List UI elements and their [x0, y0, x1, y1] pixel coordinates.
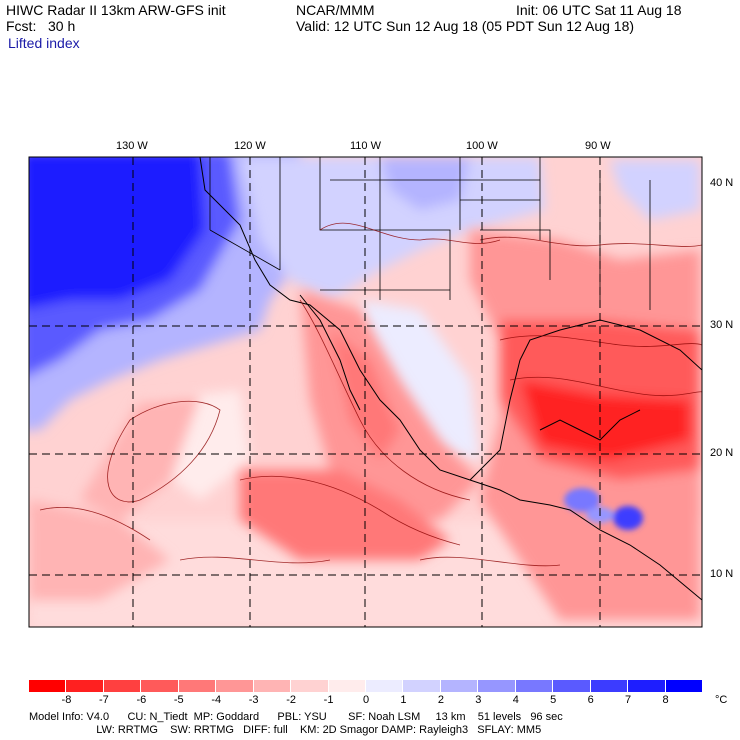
colorbar-swatch — [553, 680, 591, 692]
forecast-hour: Fcst: 30 h — [6, 18, 76, 34]
contour-lines — [39, 222, 702, 567]
colorbar-tick-label: 8 — [662, 694, 669, 706]
colorbar-tick-label: 0 — [362, 694, 370, 706]
colorbar-swatch — [328, 680, 366, 692]
stable-pacific-region — [29, 157, 300, 430]
colorbar-swatch — [366, 680, 404, 692]
model-info-line2: LW: RRTMG SW: RRTMG DIFF: full KM: 2D Sm… — [29, 724, 542, 736]
colorbar-tick-label: -6 — [136, 694, 147, 706]
colorbar-tick-label: -2 — [286, 694, 296, 706]
colorbar-swatch — [216, 680, 254, 692]
colorbar-swatch — [29, 680, 67, 692]
model-info-line1: Model Info: V4.0 CU: N_Tiedt MP: Goddard… — [29, 711, 563, 723]
graticule — [29, 157, 702, 627]
colorbar-tick-label: -7 — [98, 694, 109, 706]
lat-label: 10 N — [710, 568, 734, 580]
colorbar-swatch — [478, 680, 516, 692]
colorbar-tick-label: -3 — [248, 694, 259, 706]
model-title: HIWC Radar II 13km ARW-GFS init — [6, 2, 226, 18]
colorbar-swatch — [590, 680, 629, 692]
colorbar-swatch — [403, 680, 441, 692]
colorbar-tick-label: -5 — [173, 694, 184, 706]
colorbar-swatch — [66, 680, 104, 692]
lon-label: 110 W — [350, 140, 381, 152]
colorbar-tick-label: 1 — [400, 694, 407, 706]
unstable-region — [29, 230, 700, 620]
colorbar-tick-label: 2 — [437, 694, 444, 706]
colorbar-swatch — [440, 680, 479, 692]
valid-time: Valid: 12 UTC Sun 12 Aug 18 (05 PDT Sun … — [296, 18, 635, 34]
state-borders — [209, 157, 651, 310]
colorbar-swatch — [253, 680, 292, 692]
colorbar-swatch — [665, 680, 703, 692]
colorbar-tick-label: 3 — [475, 694, 482, 706]
colorbar-swatch — [178, 680, 217, 692]
colorbar-unit: °C — [715, 694, 728, 706]
colorbar-tick-label: -1 — [323, 694, 334, 706]
colorbar-tick-label: 5 — [550, 694, 557, 706]
field-name: Lifted index — [8, 35, 80, 51]
map-frame — [28, 156, 703, 628]
org-label: NCAR/MMM — [296, 2, 375, 18]
colorbar-swatch — [141, 680, 179, 692]
lon-label: 90 W — [585, 140, 611, 152]
lon-label: 130 W — [116, 140, 148, 152]
colorbar-swatch — [515, 680, 554, 692]
lon-label: 120 W — [234, 140, 266, 152]
colorbar-swatch — [291, 680, 329, 692]
colorbar-swatch — [628, 680, 666, 692]
lat-label: 20 N — [710, 447, 734, 459]
colorbar-tick-label: 4 — [512, 694, 519, 706]
colorbar-tick-label: -8 — [61, 694, 72, 706]
lon-label: 100 W — [466, 140, 498, 152]
colorbar-swatch — [103, 680, 142, 692]
colorbar-tick-label: 6 — [587, 694, 594, 706]
coastlines — [199, 157, 702, 601]
lat-label: 30 N — [710, 319, 734, 331]
colorbar-tick-label: -4 — [211, 694, 222, 706]
colorbar-tick-label: 7 — [625, 694, 632, 706]
lat-label: 40 N — [710, 177, 734, 189]
init-time: Init: 06 UTC Sat 11 Aug 18 — [516, 2, 682, 18]
